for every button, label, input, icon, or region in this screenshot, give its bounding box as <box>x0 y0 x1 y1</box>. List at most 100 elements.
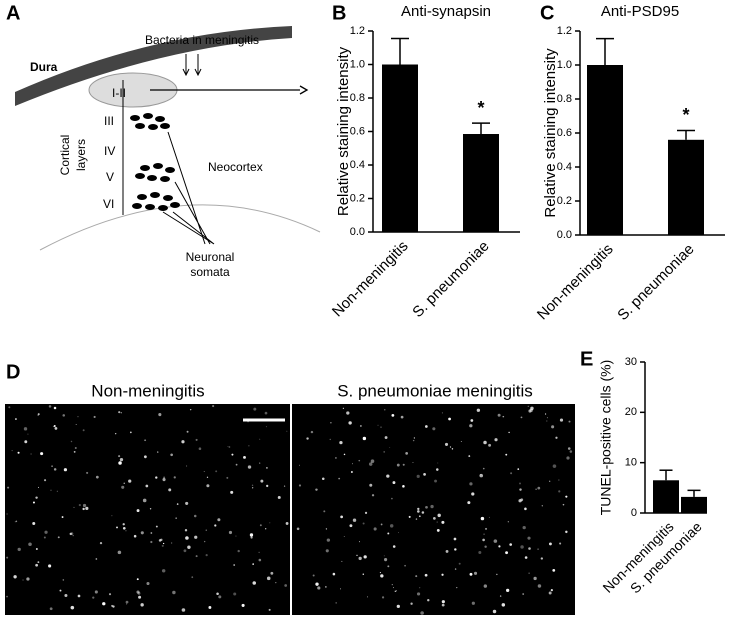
speck <box>530 406 534 411</box>
speck <box>312 574 315 577</box>
speck <box>420 611 424 615</box>
speck <box>476 408 481 412</box>
speck <box>468 455 471 458</box>
speck <box>14 418 17 420</box>
speck <box>524 556 528 559</box>
speck <box>285 522 289 525</box>
speck <box>362 522 365 525</box>
speck <box>51 465 53 467</box>
speck <box>125 530 127 532</box>
speck <box>122 526 126 530</box>
speck <box>258 551 260 554</box>
speck <box>340 515 343 519</box>
speck <box>383 451 385 453</box>
y-tick-label: 1.0 <box>350 58 365 70</box>
speck <box>535 488 537 490</box>
speck <box>524 507 527 511</box>
speck <box>259 462 261 464</box>
speck <box>161 569 166 573</box>
speck <box>108 593 112 596</box>
arrow-head <box>182 68 202 77</box>
speck <box>370 459 375 463</box>
speck <box>373 527 377 531</box>
speck <box>8 406 11 409</box>
speck <box>35 496 38 499</box>
speck <box>544 413 547 415</box>
speck <box>380 426 382 428</box>
speck <box>258 558 262 562</box>
speck <box>348 421 352 425</box>
speck <box>471 492 475 496</box>
annotation: * <box>682 105 689 125</box>
speck <box>471 601 475 605</box>
speck <box>425 425 428 428</box>
label: somata <box>190 265 230 279</box>
y-tick-label: 30 <box>625 356 637 368</box>
speck <box>478 551 482 555</box>
speck <box>268 608 271 611</box>
speck <box>205 529 207 531</box>
label: Cortical <box>58 135 72 176</box>
speck <box>57 536 60 539</box>
speck <box>247 421 249 423</box>
speck <box>555 436 558 439</box>
speck <box>298 484 302 487</box>
speck <box>149 508 152 510</box>
speck <box>343 535 345 537</box>
speck <box>259 438 261 440</box>
speck <box>454 568 457 570</box>
speck <box>73 450 76 453</box>
speck <box>136 590 140 594</box>
arrow-head <box>299 85 309 95</box>
label: Neuronal <box>186 250 235 264</box>
speck <box>484 545 487 548</box>
speck <box>155 476 158 479</box>
bar <box>463 134 499 232</box>
speck <box>195 438 198 441</box>
speck <box>441 603 445 607</box>
speck <box>396 604 400 608</box>
speck <box>454 548 457 551</box>
speck <box>186 430 189 433</box>
label: VI <box>103 197 114 211</box>
speck <box>389 447 391 449</box>
speck <box>317 586 321 590</box>
speck <box>427 599 430 602</box>
speck <box>137 591 141 595</box>
speck <box>251 487 254 489</box>
speck <box>396 463 400 467</box>
speck <box>86 471 89 474</box>
annotation: * <box>477 98 484 118</box>
speck <box>175 517 177 519</box>
speck <box>402 463 405 466</box>
y-tick-label: 0 <box>631 507 637 519</box>
speck <box>32 501 35 504</box>
speck <box>433 517 436 520</box>
speck <box>456 587 458 589</box>
speck <box>118 461 122 465</box>
speck <box>125 600 129 604</box>
micrograph <box>292 404 575 615</box>
speck <box>265 426 267 428</box>
speck <box>552 568 556 572</box>
speck <box>120 412 122 414</box>
speck <box>358 459 361 462</box>
speck <box>173 476 176 479</box>
speck <box>321 477 325 481</box>
speck <box>163 476 166 479</box>
speck <box>441 600 445 604</box>
speck <box>14 521 16 523</box>
speck <box>395 590 397 592</box>
speck <box>37 486 39 488</box>
speck <box>144 439 147 442</box>
label: IV <box>104 144 115 158</box>
speck <box>48 405 52 408</box>
speck <box>22 579 24 581</box>
speck <box>352 518 357 522</box>
speck <box>507 521 509 523</box>
speck <box>419 587 421 589</box>
speck <box>381 596 385 599</box>
speck <box>82 429 85 432</box>
speck <box>416 592 421 596</box>
speck <box>369 483 373 487</box>
